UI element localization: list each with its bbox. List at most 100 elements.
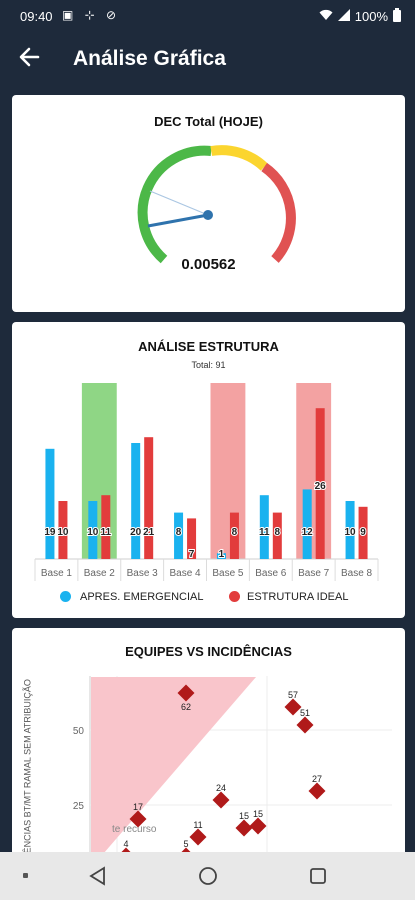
bar-ideal[interactable] [101, 495, 111, 559]
page-title: Análise Gráfica [73, 47, 226, 70]
scatter-point[interactable] [189, 828, 207, 846]
app-bar: Análise Gráfica [0, 34, 415, 86]
back-arrow-icon[interactable] [16, 46, 42, 72]
highlight-band-1 [81, 383, 117, 559]
bar-ideal[interactable] [58, 501, 68, 559]
scatter-ylabel: INCIDÊNCIAS BT/MT RAMAL SEM ATRIBUIÇÃO [22, 679, 33, 868]
y-tick-label: 25 [73, 801, 85, 812]
legend: APRES. EMERGENCIAL ESTRUTURA IDEAL [12, 588, 405, 608]
gauge-value: 0.00562 [181, 256, 236, 273]
bar-emergencial[interactable] [131, 443, 141, 559]
gauge-card: DEC Total (HOJE) 0.00562 [12, 95, 405, 312]
bar-value-label: 11 [259, 527, 270, 538]
scatter-point-label: 62 [181, 702, 191, 712]
scatter-title: EQUIPES VS INCIDÊNCIAS [125, 644, 292, 659]
gauge-arc-green [137, 145, 212, 264]
scatter-point[interactable] [212, 791, 230, 809]
gauge-needle-shadow [149, 190, 209, 216]
y-tick-label: 50 [73, 726, 85, 737]
scatter-point-label: 15 [239, 811, 249, 821]
bar-emergencial[interactable] [216, 553, 226, 559]
bar-value-label: 8 [232, 527, 238, 538]
bar-value-label: 8 [275, 527, 281, 538]
x-tick-label: Base 6 [255, 568, 287, 579]
highlight-band-3 [296, 383, 332, 559]
x-tick-label: Base 4 [169, 568, 201, 579]
battery-label: 100% [354, 9, 388, 24]
scatter-point-label: 11 [193, 820, 202, 830]
scatter-point-label: 4 [123, 839, 128, 849]
bar-value-label: 26 [315, 481, 327, 492]
battery-icon [393, 8, 401, 25]
x-tick-label: Base 2 [84, 568, 116, 579]
gauge-needle [147, 213, 209, 228]
bar-value-label: 1 [219, 549, 225, 560]
bar-value-label: 7 [189, 549, 195, 560]
structure-card: ANÁLISE ESTRUTURA Total: 91 19 10 Base 1 10… [12, 322, 405, 618]
bar-emergencial[interactable] [302, 489, 312, 559]
bar-value-label: 10 [87, 527, 99, 538]
bar-value-label: 12 [302, 527, 314, 538]
nav-dot-icon [23, 873, 28, 878]
status-right: 100% [319, 8, 401, 25]
bar-ideal[interactable] [144, 437, 154, 559]
bar-ideal[interactable] [187, 518, 197, 559]
structure-title: ANÁLISE ESTRUTURA [138, 339, 279, 354]
bar-value-label: 9 [360, 527, 366, 538]
scatter-point-label: 57 [288, 690, 298, 700]
structure-total: Total: 91 [191, 360, 226, 370]
scatter-point[interactable] [249, 817, 267, 835]
scatter-point-label: 15 [253, 809, 263, 819]
signal-icon [337, 9, 350, 24]
bar-value-label: 8 [176, 527, 182, 538]
scatter-point[interactable] [129, 810, 147, 828]
region-triangle [91, 677, 256, 868]
x-tick-label: Base 8 [341, 568, 373, 579]
legend-label-ideal: ESTRUTURA IDEAL [247, 591, 349, 603]
scatter-point[interactable] [177, 684, 195, 702]
legend-dot-ideal [229, 591, 240, 602]
scatter-point[interactable] [296, 716, 314, 734]
bar-emergencial[interactable] [259, 495, 269, 559]
legend-label-emergencial: APRES. EMERGENCIAL [80, 591, 204, 603]
bar-ideal[interactable] [358, 506, 368, 559]
nav-home-icon[interactable] [198, 866, 218, 891]
scatter-point[interactable] [284, 698, 302, 716]
notification-icons: ▣ ⊹ ⊘ [62, 8, 121, 22]
scatter-card: EQUIPES VS INCIDÊNCIAS 25 50 te recurso 62 1… [12, 628, 405, 868]
scatter-point-label: 17 [133, 802, 143, 812]
status-bar: 09:40 ▣ ⊹ ⊘ 100% [0, 0, 415, 34]
gauge-chart [137, 145, 296, 264]
scatter-point-label: 5 [183, 839, 188, 849]
bar-emergencial[interactable] [174, 512, 184, 559]
region-annotation: te recurso [112, 824, 157, 835]
gauge-arc-red [261, 162, 296, 263]
gauge-arc-yellow [210, 145, 268, 171]
bar-emergencial[interactable] [345, 501, 355, 559]
system-nav-bar [0, 852, 415, 900]
x-tick-label: Base 7 [298, 568, 330, 579]
scatter-point[interactable] [235, 819, 253, 837]
wifi-icon [319, 9, 333, 24]
gauge-needle-hub [203, 210, 213, 220]
nav-recents-icon[interactable] [309, 867, 327, 890]
x-tick-label: Base 3 [127, 568, 159, 579]
legend-dot-emergencial [60, 591, 71, 602]
scatter-point[interactable] [308, 782, 326, 800]
status-time: 09:40 [20, 9, 53, 24]
nav-back-icon[interactable] [88, 866, 108, 891]
x-tick-label: Base 1 [41, 568, 73, 579]
bar-ideal[interactable] [272, 512, 282, 559]
bar-emergencial[interactable] [45, 448, 55, 559]
scatter-point-label: 27 [312, 774, 322, 784]
x-tick-label: Base 5 [212, 568, 244, 579]
bar-value-label: 10 [345, 527, 357, 538]
bar-value-label: 10 [57, 527, 69, 538]
bar-ideal[interactable] [315, 408, 325, 559]
bar-ideal[interactable] [229, 512, 239, 559]
scatter-point-label: 24 [216, 783, 226, 793]
gauge-title: DEC Total (HOJE) [154, 114, 263, 129]
bar-emergencial[interactable] [88, 501, 98, 559]
